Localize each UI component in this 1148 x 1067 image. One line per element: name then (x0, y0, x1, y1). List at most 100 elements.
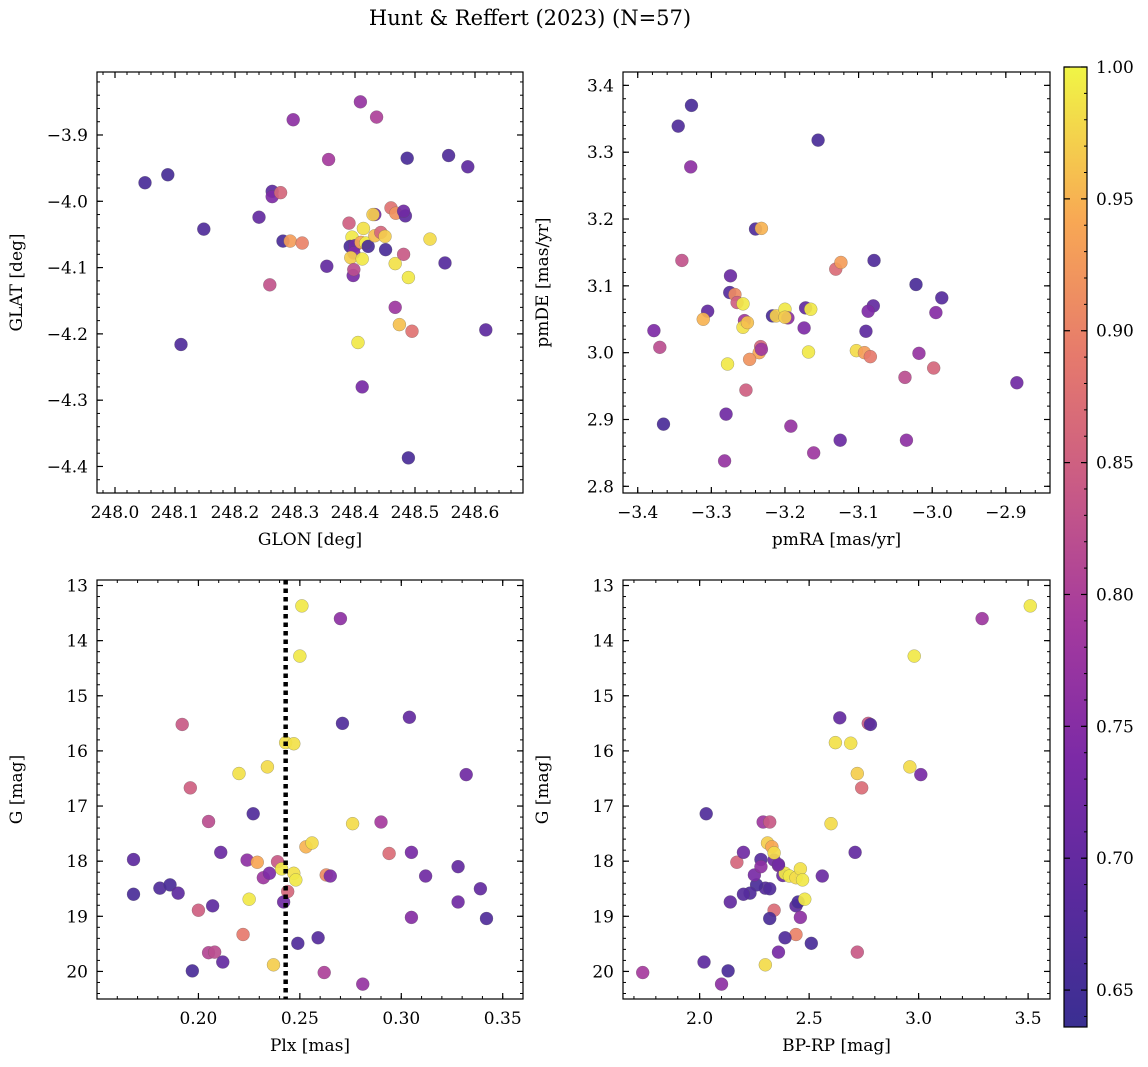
scatter-point (378, 229, 392, 244)
x-tick-label: −3.4 (617, 503, 658, 523)
scatter-point (289, 873, 303, 887)
y-tick-label: 15 (592, 687, 614, 707)
scatter-point (714, 977, 729, 991)
scatter-point (929, 305, 943, 320)
scatter-point (867, 253, 881, 268)
colorbar-tick-label: 0.70 (1096, 849, 1134, 869)
scatter-point (684, 98, 699, 113)
scatter-point (833, 433, 847, 447)
scatter-point (351, 335, 365, 350)
scatter-point (899, 433, 914, 447)
x-tick-label: 2.5 (796, 1009, 823, 1029)
scatter-point (861, 304, 875, 318)
scatter-point (183, 781, 198, 795)
scatter-point (388, 300, 402, 315)
scatter-point (266, 958, 281, 972)
scatter-point (214, 845, 228, 860)
scatter-point (804, 936, 819, 951)
scatter-point (260, 760, 275, 774)
scatter-point (479, 911, 494, 926)
y-axis-label: GLAT [deg] (7, 233, 27, 331)
scatter-point (388, 256, 402, 271)
scatter-point (163, 878, 177, 892)
scatter-point (185, 964, 200, 978)
scatter-point (345, 816, 360, 831)
scatter-point (824, 816, 838, 831)
scatter-point (126, 887, 141, 901)
scatter-point (730, 855, 744, 869)
scatter-point (356, 977, 370, 991)
axes-frame (96, 579, 524, 1000)
y-tick-label: 3.3 (587, 143, 614, 163)
scatter-point (295, 599, 309, 613)
scatter-point (404, 910, 419, 925)
y-tick-label: 19 (66, 907, 88, 927)
scatter-point (767, 846, 781, 860)
scatter-point (207, 945, 222, 959)
figure-title: Hunt & Reffert (2023) (N=57) (368, 6, 692, 30)
y-tick-label: 17 (66, 797, 88, 817)
y-tick-label: 15 (66, 687, 88, 707)
scatter-point (784, 419, 798, 433)
scatter-point (720, 357, 735, 371)
scatter-point (975, 611, 989, 626)
colorbar-tick-label: 0.85 (1096, 454, 1134, 474)
x-tick-label: −3.3 (691, 503, 732, 523)
scatter-point (736, 297, 750, 311)
y-tick-label: 3.2 (587, 210, 614, 230)
colorbar-tick-label: 0.80 (1096, 585, 1134, 605)
y-tick-label: −3.9 (47, 126, 88, 146)
scatter-point (795, 873, 810, 887)
scatter-point (763, 882, 777, 896)
y-tick-label: 18 (66, 852, 88, 872)
scatter-point (850, 945, 865, 959)
scatter-point (451, 859, 465, 874)
scatter-point (697, 955, 711, 969)
y-tick-label: 13 (66, 577, 88, 597)
scatter-point (287, 737, 301, 751)
scatter-point (355, 380, 369, 394)
panel-cmd_plx: 0.20 0.25 0.30 0.35 13 14 15 16 17 18 19 20 Plx [mas… (7, 577, 524, 1056)
y-axis-label: G [mag] (533, 755, 553, 824)
scatter-point (293, 649, 307, 663)
panel-pos: 248.0 248.1 248.2 248.3 248.4 248.5 248.6 −3.9 −… (7, 71, 524, 550)
scatter-point (396, 204, 411, 218)
x-tick-label: 248.1 (151, 503, 200, 523)
scatter-point (793, 910, 808, 925)
scatter-point (283, 234, 297, 248)
scatter-point (828, 735, 843, 750)
scatter-point (366, 207, 380, 222)
scatter-point (441, 148, 456, 163)
colorbar-tick-label: 0.95 (1096, 190, 1134, 210)
x-tick-label: 248.5 (391, 503, 440, 523)
y-tick-label: 19 (592, 907, 614, 927)
y-tick-label: 20 (592, 962, 614, 982)
scatter-point (317, 965, 331, 980)
y-tick-label: 14 (66, 632, 88, 652)
scatter-point (863, 717, 878, 732)
x-axis-label: GLON [deg] (258, 530, 362, 550)
scatter-point (311, 931, 325, 945)
y-axis-label: pmDE [mas/yr] (533, 217, 553, 347)
x-axis-label: BP-RP [mag] (782, 1036, 891, 1056)
scatter-point (404, 845, 419, 860)
scatter-point (797, 321, 811, 335)
scatter-point (903, 760, 917, 774)
scatter-point (205, 899, 220, 913)
y-tick-label: 3.4 (587, 76, 614, 96)
scatter-point (263, 278, 277, 292)
scatter-point (815, 869, 829, 883)
scatter-point (246, 807, 260, 821)
scatter-point (461, 160, 475, 174)
scatter-point (252, 210, 266, 224)
scatter-point (242, 892, 256, 906)
y-tick-label: 2.9 (587, 410, 614, 430)
scatter-point (653, 340, 667, 355)
y-axis-label: G [mag] (7, 755, 27, 824)
panel-cmd_col: 2.0 2.5 3.0 3.5 13 14 15 16 17 18 19 20 BP-RP [mag] G… (533, 577, 1051, 1056)
scatter-point (405, 324, 419, 338)
scatter-point (671, 119, 685, 133)
scatter-point (742, 352, 757, 367)
colorbar-tick-label: 1.00 (1096, 58, 1134, 78)
